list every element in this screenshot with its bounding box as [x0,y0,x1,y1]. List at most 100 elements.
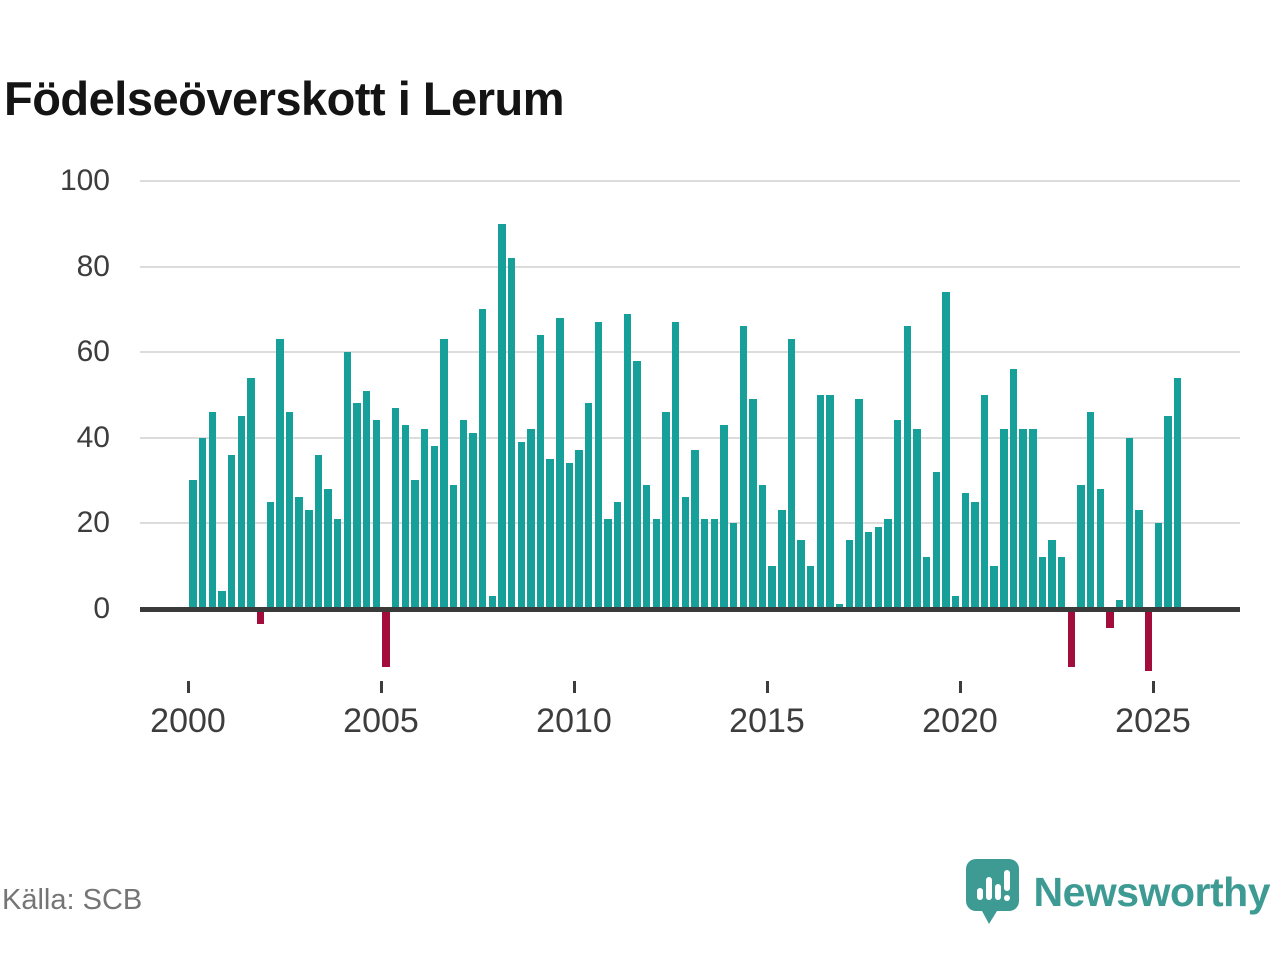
bar [556,317,564,609]
plot-area: 0 20 40 60 80 100 2000 2005 2010 2015 2020 2025 [59,164,1240,740]
y-axis-label: 60 [76,335,110,369]
x-axis-label: 2025 [1115,702,1191,740]
bar [305,510,313,609]
bar [700,518,709,609]
bar [314,454,323,609]
bar [874,527,883,609]
bar [343,352,352,609]
bar [739,326,747,609]
x-axis-line [140,607,1240,612]
bar [1087,411,1095,609]
bar-negative [256,608,265,624]
bar [980,394,989,609]
bar [642,484,651,609]
bar [681,497,689,609]
bar [710,518,718,609]
bar [353,403,361,609]
bar [932,471,940,609]
bar [227,454,236,609]
bar [961,493,969,609]
bar [1019,429,1027,609]
bar [816,394,825,609]
bar [324,488,332,609]
bar [1164,416,1172,609]
x-axis-tick [186,681,190,693]
x-axis-label: 2020 [922,702,998,740]
bar [922,557,931,609]
x-axis-tick [958,681,962,693]
newsworthy-wordmark: Newsworthy [1033,868,1271,915]
x-axis-tick [379,681,383,693]
bar [1077,484,1085,609]
bar [720,424,728,609]
x-axis-tick [572,681,576,693]
bar [865,531,873,609]
bar [1009,369,1018,609]
bar [797,540,805,609]
gridline [140,180,1240,183]
bar [1173,377,1182,609]
bar [652,518,661,609]
bar [198,437,207,609]
bar [749,399,757,609]
x-axis-tick [1151,681,1155,693]
bar-negative [1106,608,1114,629]
bar [565,463,574,609]
bar [633,360,641,609]
newsworthy-logo: Newsworthy [965,858,1271,926]
bar [536,335,545,609]
bar [440,339,448,609]
bar [604,518,612,609]
y-axis-label: 80 [76,249,110,283]
bar [237,416,245,609]
bar [594,322,603,609]
bar [420,429,429,609]
bar [942,292,950,609]
bar [893,420,902,609]
gridline [140,436,1240,439]
bar [430,446,439,609]
bar [266,501,274,609]
y-axis-label: 100 [59,164,110,198]
bar [1048,540,1056,609]
bar [913,429,921,609]
bar [855,399,863,609]
bar [276,339,284,609]
newsworthy-bubble-icon [965,859,1019,924]
bar [845,540,854,609]
bar [758,484,767,609]
bar [585,403,593,609]
gridline [140,351,1240,354]
bar [392,407,400,609]
bar [401,424,410,609]
bar [295,497,303,609]
gridline [140,265,1240,268]
bar [836,604,844,609]
bar [1154,523,1162,609]
bar [971,501,979,609]
bar [218,591,226,609]
bar [807,565,815,609]
bar [729,523,738,609]
x-axis-tick [765,681,769,693]
bar [614,501,622,609]
bar [662,411,670,609]
bar [469,433,477,609]
bar [478,309,487,609]
x-axis-label: 2015 [729,702,805,740]
bar [498,223,506,609]
bar-negative [382,608,390,667]
bar [1125,437,1134,609]
bar [372,420,381,609]
bar [671,322,680,609]
bar [1058,557,1066,609]
bar [208,411,216,609]
bar-negative [1067,608,1076,667]
bar [449,484,458,609]
bar [1038,557,1047,609]
y-axis-label: 40 [76,420,110,454]
bar [411,480,419,609]
bar [363,390,371,609]
bar [884,518,892,609]
